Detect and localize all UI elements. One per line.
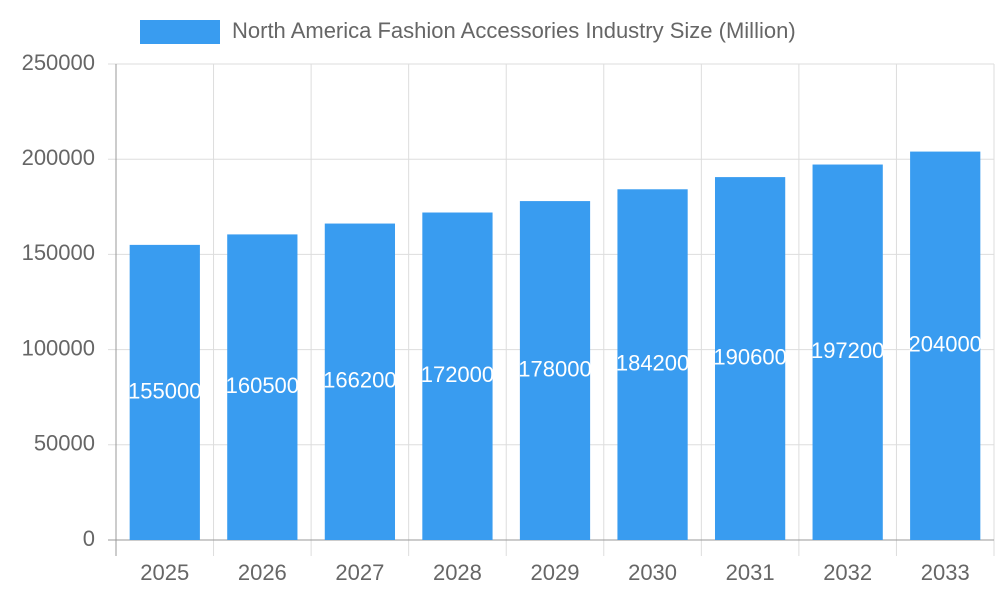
bar bbox=[422, 212, 493, 540]
data-label: 166200 bbox=[323, 368, 396, 393]
x-tick-label: 2033 bbox=[921, 560, 970, 585]
bar bbox=[617, 189, 688, 540]
data-label: 160500 bbox=[226, 373, 299, 398]
bar bbox=[227, 234, 298, 540]
y-tick-label: 50000 bbox=[34, 431, 95, 456]
data-label: 184200 bbox=[616, 350, 689, 375]
legend-label: North America Fashion Accessories Indust… bbox=[232, 18, 796, 43]
x-tick-label: 2030 bbox=[628, 560, 677, 585]
x-tick-label: 2031 bbox=[726, 560, 775, 585]
y-tick-label: 100000 bbox=[22, 335, 95, 360]
data-label: 190600 bbox=[713, 344, 786, 369]
bar bbox=[324, 223, 396, 540]
x-tick-label: 2027 bbox=[335, 560, 384, 585]
y-tick-label: 150000 bbox=[22, 240, 95, 265]
x-tick-label: 2032 bbox=[823, 560, 872, 585]
x-tick-label: 2028 bbox=[433, 560, 482, 585]
bar bbox=[812, 164, 883, 541]
y-tick-label: 0 bbox=[83, 526, 95, 551]
bar bbox=[129, 244, 200, 540]
y-tick-label: 200000 bbox=[22, 145, 95, 170]
data-label: 197200 bbox=[811, 338, 884, 363]
data-label: 204000 bbox=[909, 332, 982, 357]
data-label: 172000 bbox=[421, 362, 494, 387]
bar bbox=[714, 177, 786, 540]
data-label: 155000 bbox=[128, 378, 201, 403]
data-label: 178000 bbox=[518, 356, 591, 381]
legend-swatch bbox=[140, 20, 220, 44]
y-tick-label: 250000 bbox=[22, 50, 95, 75]
x-tick-label: 2025 bbox=[140, 560, 189, 585]
x-tick-label: 2029 bbox=[531, 560, 580, 585]
bar bbox=[910, 151, 981, 541]
x-tick-label: 2026 bbox=[238, 560, 287, 585]
bar bbox=[519, 201, 591, 540]
